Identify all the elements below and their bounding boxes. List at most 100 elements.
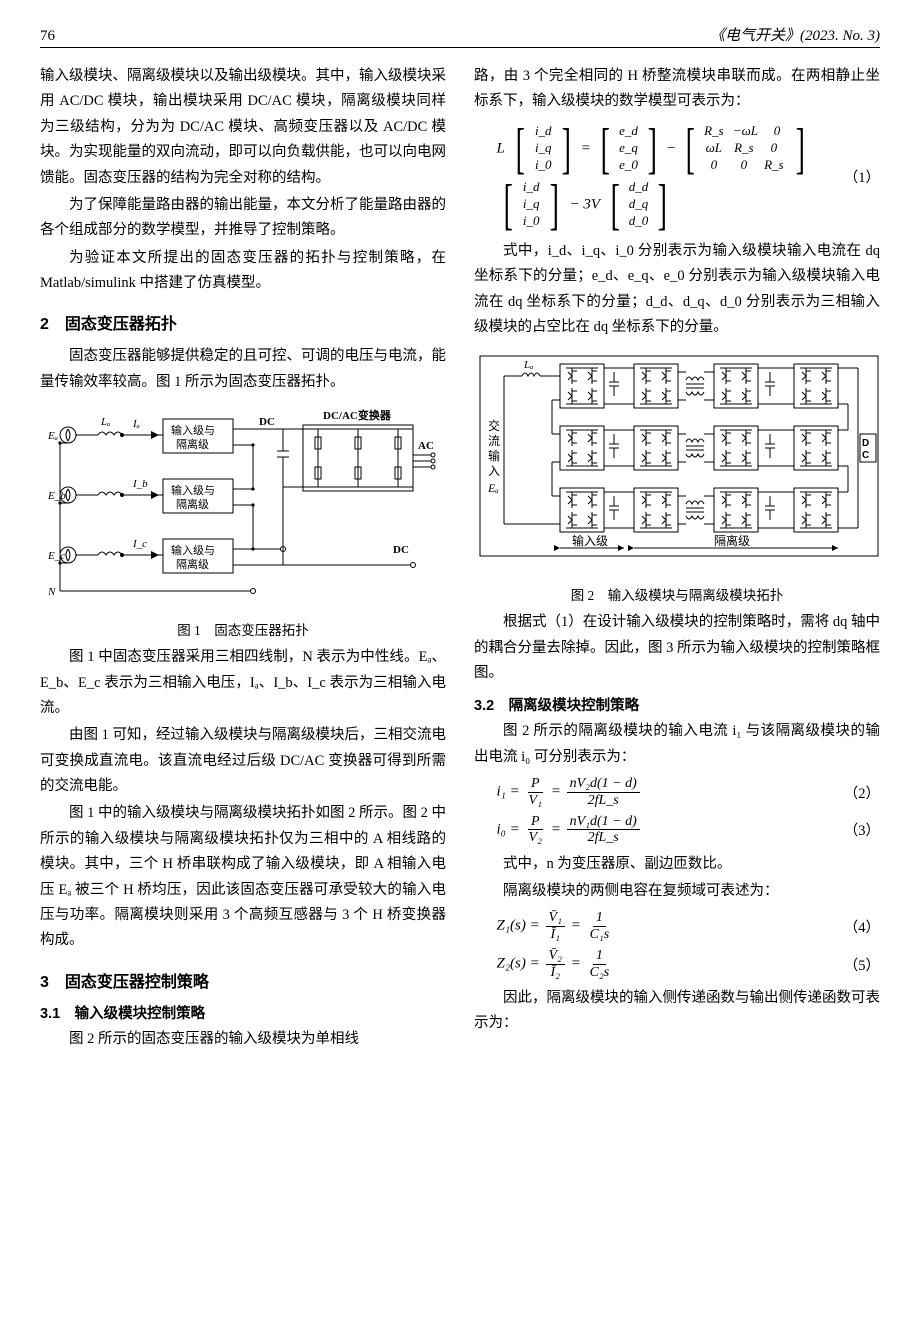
fig2-left-label: Eₐ bbox=[487, 481, 499, 495]
matrix-cell: i_0 bbox=[520, 213, 542, 230]
fig2-la-label: Lₐ bbox=[523, 359, 533, 371]
fraction: 1 C₁s bbox=[587, 910, 613, 942]
matrix-cell: e_q bbox=[618, 140, 640, 157]
matrix: [ d_d d_q d_0 ] bbox=[606, 177, 671, 233]
page-header: 76 《电气开关》(2023. No. 3) bbox=[40, 24, 880, 48]
eq-sym: = bbox=[551, 821, 561, 837]
frac-den: 2fL_s bbox=[585, 830, 622, 845]
paragraph: 由图 1 可知，经过输入级模块与隔离级模块后，三相交流电可变换成直流电。该直流电… bbox=[40, 723, 446, 799]
subsection-heading: 3.2 隔离级模块控制策略 bbox=[474, 694, 880, 715]
matrix-cell: e_d bbox=[618, 123, 640, 140]
matrix: [ e_d e_q e_0 ] bbox=[596, 121, 661, 177]
fraction: V̄₂ Ī₂ bbox=[546, 948, 565, 980]
matrix-cell: 0 bbox=[763, 140, 785, 157]
matrix: [ i_d i_q i_0 ] bbox=[511, 121, 576, 177]
paragraph: 因此，隔离级模块的输入侧传递函数与输出侧传递函数可表示为： bbox=[474, 986, 880, 1037]
fig2-dc-label: C bbox=[862, 450, 869, 461]
fig2-left-label: 交 bbox=[488, 418, 500, 433]
fraction: P V₂ bbox=[526, 814, 545, 846]
journal-name: 《电气开关》(2023. No. 3) bbox=[710, 24, 880, 45]
matrix-cell: e_0 bbox=[618, 157, 640, 174]
frac-den: Ī₁ bbox=[547, 927, 563, 942]
equation-4: Z₁(s) = V̄₁ Ī₁ = 1 C₁s （4） bbox=[497, 910, 881, 942]
matrix-cell: R_s bbox=[703, 123, 725, 140]
fraction: 1 C₂s bbox=[587, 948, 613, 980]
equation-number: （1） bbox=[840, 166, 880, 187]
page-number: 76 bbox=[40, 28, 55, 45]
frac-den: C₁s bbox=[587, 927, 613, 942]
matrix-cell: i_q bbox=[520, 196, 542, 213]
eq-lhs: i₀ = bbox=[497, 821, 520, 837]
right-column: 路，由 3 个完全相同的 H 桥整流模块串联而成。在两相静止坐标系下，输入级模块… bbox=[474, 64, 880, 1054]
fig1-label-ic: I_c bbox=[132, 538, 147, 550]
frac-den: V₁ bbox=[526, 793, 545, 808]
frac-num: 1 bbox=[593, 910, 606, 926]
paragraph: 图 1 中的输入级模块与隔离级模块拓扑如图 2 所示。图 2 中所示的输入级模块… bbox=[40, 801, 446, 953]
matrix: [ R_s −ωL 0 ωL R_s 0 bbox=[681, 121, 810, 177]
eq-lhs: Z₁(s) = bbox=[497, 918, 540, 934]
matrix-cell: i_d bbox=[532, 123, 554, 140]
equation-1: L [ i_d i_q i_0 ] = [ e_d bbox=[497, 121, 881, 233]
two-column-body: 输入级模块、隔离级模块以及输出级模块。其中，输入级模块采用 AC/DC 模块，输… bbox=[40, 64, 880, 1054]
fig1-dc-label: DC bbox=[393, 544, 409, 556]
equation-number: （4） bbox=[840, 916, 880, 937]
figure-1-svg: Eₐ Lₐ Iₐ 输入级与 隔离级 E_b bbox=[43, 405, 443, 615]
fig2-iso-stage-label: 隔离级 bbox=[714, 533, 750, 548]
fig1-box-label: 隔离级 bbox=[176, 437, 209, 451]
eq-sym: = bbox=[551, 783, 561, 799]
matrix-cell: −ωL bbox=[733, 123, 758, 140]
frac-num: nV₁d(1 − d) bbox=[567, 814, 640, 830]
frac-den: Ī₂ bbox=[547, 965, 563, 980]
frac-num: nV₂d(1 − d) bbox=[567, 776, 640, 792]
matrix-cell: i_d bbox=[520, 179, 542, 196]
fig1-dc-label: DC bbox=[259, 416, 275, 428]
matrix-cell: d_q bbox=[628, 196, 650, 213]
paragraph: 为验证本文所提出的固态变压器的拓扑与控制策略，在 Matlab/simulink… bbox=[40, 246, 446, 297]
frac-num: V̄₂ bbox=[546, 948, 565, 964]
fraction: P V₁ bbox=[526, 776, 545, 808]
fig1-box-label: 输入级与 bbox=[171, 543, 215, 557]
fig2-left-label: 流 bbox=[488, 434, 500, 448]
section-heading: 2 固态变压器拓扑 bbox=[40, 310, 446, 334]
matrix-cell: d_d bbox=[628, 179, 650, 196]
paragraph: 图 1 中固态变压器采用三相四线制，N 表示为中性线。Eₐ、E_b、E_c 表示… bbox=[40, 645, 446, 721]
eq-lhs: Z₂(s) = bbox=[497, 956, 540, 972]
matrix: [ i_d i_q i_0 ] bbox=[499, 177, 564, 233]
figure-1-caption: 图 1 固态变压器拓扑 bbox=[40, 619, 446, 639]
figure-2-caption: 图 2 输入级模块与隔离级模块拓扑 bbox=[474, 584, 880, 604]
fig2-left-label: 输 bbox=[488, 448, 500, 463]
fig1-dcac-label: DC/AC变换器 bbox=[323, 408, 392, 422]
eq-lhs: i₁ = bbox=[497, 783, 520, 799]
matrix-cell: ωL bbox=[703, 140, 725, 157]
matrix-cell: i_q bbox=[532, 140, 554, 157]
equation-5: Z₂(s) = V̄₂ Ī₂ = 1 C₂s （5） bbox=[497, 948, 881, 980]
eq-sym: − 3V bbox=[570, 196, 601, 212]
fig1-label-ea: Eₐ bbox=[47, 430, 58, 442]
fig1-box-label: 输入级与 bbox=[171, 423, 215, 437]
paragraph: 固态变压器能够提供稳定的且可控、可调的电压与电流，能量传输效率较高。图 1 所示… bbox=[40, 344, 446, 395]
matrix-cell: 0 bbox=[703, 157, 725, 174]
fig1-box-label: 输入级与 bbox=[171, 483, 215, 497]
fig1-box-label: 隔离级 bbox=[176, 497, 209, 511]
paragraph: 图 2 所示的隔离级模块的输入电流 i₁ 与该隔离级模块的输出电流 i₀ 可分别… bbox=[474, 719, 880, 770]
figure-2-svg: 交 流 输 入 Eₐ Lₐ bbox=[474, 350, 884, 580]
figure-1: Eₐ Lₐ Iₐ 输入级与 隔离级 E_b bbox=[40, 405, 446, 639]
eq-sym: = bbox=[571, 918, 581, 934]
left-column: 输入级模块、隔离级模块以及输出级模块。其中，输入级模块采用 AC/DC 模块，输… bbox=[40, 64, 446, 1054]
fig1-box-label: 隔离级 bbox=[176, 557, 209, 571]
eq-sym: L bbox=[497, 140, 505, 156]
paragraph: 式中，n 为变压器原、副边匝数比。 bbox=[474, 852, 880, 877]
equation-2: i₁ = P V₁ = nV₂d(1 − d) 2fL_s （2） bbox=[497, 776, 881, 808]
matrix-cell: d_0 bbox=[628, 213, 650, 230]
frac-den: 2fL_s bbox=[585, 793, 622, 808]
frac-num: P bbox=[528, 776, 543, 792]
paragraph: 图 2 所示的固态变压器的输入级模块为单相线 bbox=[40, 1027, 446, 1052]
frac-num: 1 bbox=[593, 948, 606, 964]
equation-number: （5） bbox=[840, 954, 880, 975]
frac-num: P bbox=[528, 814, 543, 830]
fig1-label-n: N bbox=[47, 586, 56, 598]
paragraph: 为了保障能量路由器的输出能量，本文分析了能量路由器的各个组成部分的数学模型，并推… bbox=[40, 193, 446, 244]
equation-number: （2） bbox=[840, 782, 880, 803]
matrix-cell: 0 bbox=[733, 157, 755, 174]
fraction: nV₂d(1 − d) 2fL_s bbox=[567, 776, 640, 808]
